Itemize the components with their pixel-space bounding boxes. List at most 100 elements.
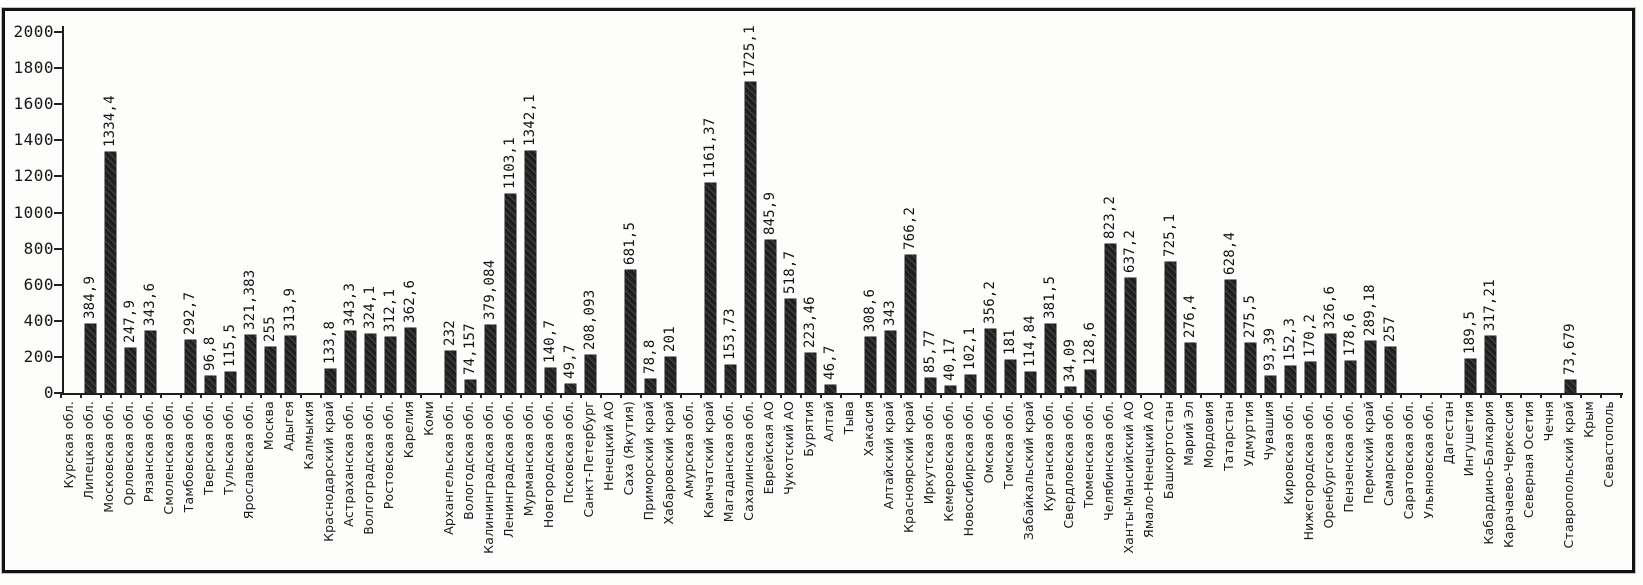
bar-value-label: 356,2 <box>981 280 998 324</box>
y-tick <box>54 319 62 322</box>
category-label: Татарстан <box>1221 401 1237 471</box>
category-label: Адыгея <box>281 401 297 452</box>
category-label: Амурская обл. <box>681 401 697 498</box>
category-label: Тульская обл. <box>221 401 237 495</box>
bar-value-label: 308,6 <box>861 289 878 333</box>
x-tick <box>859 393 862 398</box>
x-tick <box>579 393 582 398</box>
x-tick <box>1119 393 1122 398</box>
bar <box>1245 343 1257 393</box>
y-tick <box>54 211 62 214</box>
bar <box>1125 277 1137 393</box>
y-tick-label: 1600 <box>13 94 54 114</box>
x-tick <box>779 393 782 398</box>
bar-value-label: 628,4 <box>1221 231 1238 275</box>
y-tick <box>54 103 62 106</box>
bar-value-label: 384,9 <box>81 275 98 319</box>
bar-value-label: 1334,4 <box>101 95 118 148</box>
category-label: Курская обл. <box>61 401 77 489</box>
bar <box>865 337 877 393</box>
bar-value-label: 49,7 <box>561 344 578 380</box>
bar <box>445 351 457 393</box>
bar-value-label: 275,5 <box>1241 295 1258 339</box>
bar <box>1465 358 1477 393</box>
category-label: Севастополь <box>1601 401 1617 488</box>
x-tick <box>639 393 642 398</box>
x-tick <box>179 393 182 398</box>
x-tick <box>359 393 362 398</box>
x-tick <box>1279 393 1282 398</box>
bar <box>985 328 997 393</box>
x-tick <box>799 393 802 398</box>
category-label: Омская обл. <box>981 401 997 484</box>
x-tick <box>1459 393 1462 398</box>
bar-value-label: 255 <box>261 316 278 342</box>
x-tick <box>219 393 222 398</box>
bar-value-label: 257 <box>1381 315 1398 342</box>
bar <box>1085 369 1097 393</box>
bar <box>1565 379 1577 393</box>
category-label: Кемеровская обл. <box>941 401 957 522</box>
x-tick <box>259 393 262 398</box>
category-label: Ставропольский край <box>1561 401 1577 549</box>
y-tick-label: 0 <box>43 383 54 402</box>
bar-value-label: 115,5 <box>221 323 238 368</box>
x-tick <box>1079 393 1082 398</box>
bar <box>745 81 757 393</box>
category-label: Хакасия <box>861 401 877 457</box>
bar <box>1225 279 1237 393</box>
bar-value-label: 93,39 <box>1261 327 1278 372</box>
category-label: Новосибирская обл. <box>961 401 977 537</box>
x-tick <box>439 393 442 398</box>
x-tick <box>699 393 702 398</box>
bar-value-label: 85,77 <box>921 329 938 373</box>
x-tick <box>1499 393 1502 398</box>
bar-value-label: 1103,1 <box>501 137 518 189</box>
category-label: Нижегородская обл. <box>1301 401 1317 541</box>
x-tick <box>199 393 202 398</box>
y-tick <box>54 139 62 142</box>
x-tick <box>119 393 122 398</box>
category-label: Томская обл. <box>1001 401 1017 490</box>
x-tick <box>1379 393 1382 398</box>
category-label: Ингушетия <box>1461 401 1477 477</box>
x-tick <box>399 393 402 398</box>
category-label: Калининградская обл. <box>481 401 497 554</box>
x-tick <box>999 393 1002 398</box>
category-label: Самарская обл. <box>1381 401 1397 507</box>
category-label: Ленинградская обл. <box>501 401 517 538</box>
bar-value-label: 381,5 <box>1041 275 1058 320</box>
category-label: Коми <box>421 401 437 436</box>
bar-value-label: 102,1 <box>961 326 978 370</box>
category-label: Алтайский край <box>881 401 897 510</box>
bar-value-label: 34,09 <box>1061 338 1078 382</box>
x-tick <box>299 393 302 398</box>
category-label: Санкт-Петербург <box>581 401 597 518</box>
x-tick <box>379 393 382 398</box>
category-label: Вологодская обл. <box>461 401 477 520</box>
bar-value-label: 343,3 <box>341 282 358 327</box>
bar-value-label: 1161,37 <box>701 117 718 179</box>
x-tick <box>1599 393 1602 398</box>
x-tick <box>819 393 822 398</box>
bar-value-label: 845,9 <box>761 192 778 236</box>
y-tick-label: 1000 <box>13 202 54 222</box>
category-label: Астраханская обл. <box>341 401 357 527</box>
x-tick <box>1339 393 1342 398</box>
category-label: Удмуртия <box>1241 401 1257 467</box>
bar-value-label: 153,73 <box>721 308 738 361</box>
chart-frame <box>2 8 1635 573</box>
bar <box>725 365 737 393</box>
x-tick <box>739 393 742 398</box>
x-tick <box>1299 393 1302 398</box>
bar <box>765 240 777 393</box>
x-tick <box>1219 393 1222 398</box>
bar <box>1365 340 1377 393</box>
bar <box>1005 360 1017 393</box>
x-tick <box>959 393 962 398</box>
bar-value-label: 74,157 <box>461 322 478 375</box>
bar-value-label: 140,7 <box>541 319 558 363</box>
y-tick-label: 600 <box>23 274 54 294</box>
bar-value-label: 1725,1 <box>741 24 758 77</box>
bar-value-label: 133,8 <box>321 320 338 364</box>
